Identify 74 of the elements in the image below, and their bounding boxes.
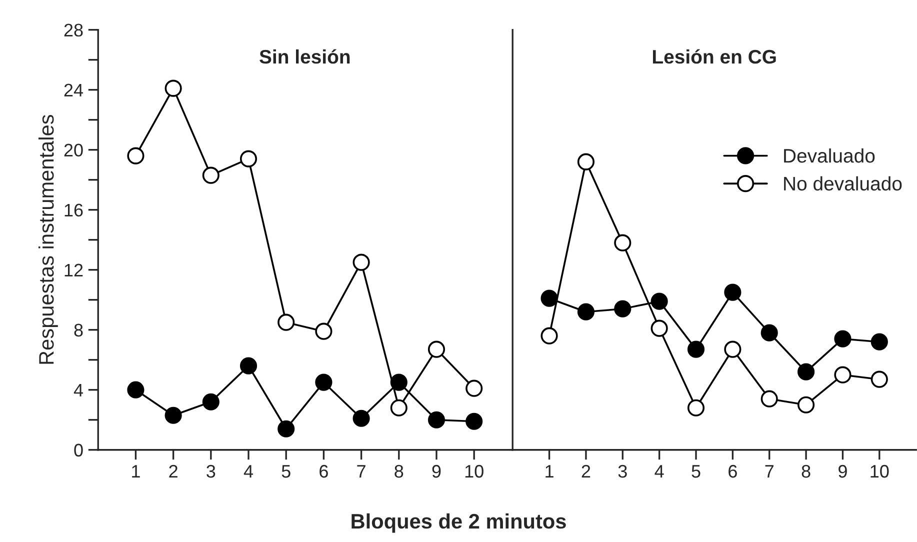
- x-tick-label: 6: [728, 464, 737, 478]
- point: [164, 80, 182, 97]
- point: [164, 406, 182, 424]
- x-tick-label: 2: [582, 464, 590, 478]
- x-tick-label: 1: [132, 465, 140, 478]
- x-tick-label: 10: [870, 464, 889, 478]
- y-tick-label: 12: [64, 264, 83, 276]
- point: [577, 153, 595, 170]
- y-tick-label: 20: [64, 144, 83, 157]
- point: [724, 284, 742, 301]
- point: [240, 357, 258, 374]
- x-tick-label: 9: [432, 464, 441, 478]
- x-tick-label: 10: [465, 464, 484, 478]
- legend-label: Devaluado: [784, 148, 875, 163]
- y-tick-label: 0: [74, 444, 83, 457]
- x-tick-label: 4: [244, 465, 253, 478]
- point: [202, 393, 220, 410]
- point: [614, 234, 632, 252]
- x-tick-label: 9: [838, 464, 847, 478]
- point: [428, 411, 446, 428]
- y-tick-label: 8: [74, 324, 83, 337]
- point: [540, 327, 558, 344]
- y-tick-label: 16: [64, 204, 83, 217]
- text: Lesión en CG: [652, 49, 776, 64]
- y-tick-label: 24: [64, 84, 84, 96]
- point: [614, 300, 632, 318]
- point: [687, 399, 705, 416]
- point: [798, 363, 815, 380]
- point: [466, 380, 483, 397]
- point: [834, 366, 852, 384]
- point: [390, 399, 408, 416]
- point: [760, 324, 778, 342]
- point: [870, 370, 888, 388]
- point: [466, 412, 483, 430]
- point: [870, 333, 888, 350]
- point: [202, 166, 220, 184]
- point: [278, 314, 295, 331]
- x-tick-label: 2: [169, 464, 178, 478]
- y-axis-title: Respuestas instrumentales: [38, 114, 58, 364]
- point: [390, 374, 408, 391]
- x-tick-label: 6: [320, 464, 328, 478]
- y-tick-label: 4: [74, 384, 84, 396]
- x-tick-label: 7: [357, 465, 366, 478]
- point: [428, 340, 446, 358]
- point: [834, 330, 852, 348]
- point: [687, 340, 705, 358]
- point: [315, 374, 332, 391]
- point: [724, 340, 742, 358]
- x-tick-label: 5: [692, 465, 700, 478]
- x-tick-label: 3: [206, 464, 216, 478]
- x-tick-label: 4: [654, 465, 664, 478]
- point: [127, 147, 144, 164]
- point: [127, 381, 144, 398]
- x-tick-label: 8: [802, 464, 810, 478]
- point: [315, 322, 332, 340]
- point: [577, 303, 595, 320]
- x-tick-label: 7: [765, 465, 774, 478]
- point: [798, 396, 815, 414]
- point: [240, 150, 258, 168]
- point: [650, 320, 668, 337]
- point: [278, 420, 295, 438]
- point: [352, 410, 370, 427]
- point: [352, 254, 370, 271]
- y-tick-label: 28: [64, 24, 83, 37]
- x-axis-title: Bloques de 2 minutos: [352, 513, 566, 533]
- text: Sin lesión: [260, 49, 350, 64]
- x-tick-label: 8: [394, 464, 404, 478]
- x-tick-label: 5: [282, 465, 290, 478]
- x-tick-label: 1: [546, 465, 554, 478]
- legend-label: No devaluado: [784, 176, 902, 191]
- point: [540, 290, 558, 307]
- x-tick-label: 3: [618, 464, 627, 478]
- point: [760, 390, 778, 408]
- point: [650, 292, 668, 310]
